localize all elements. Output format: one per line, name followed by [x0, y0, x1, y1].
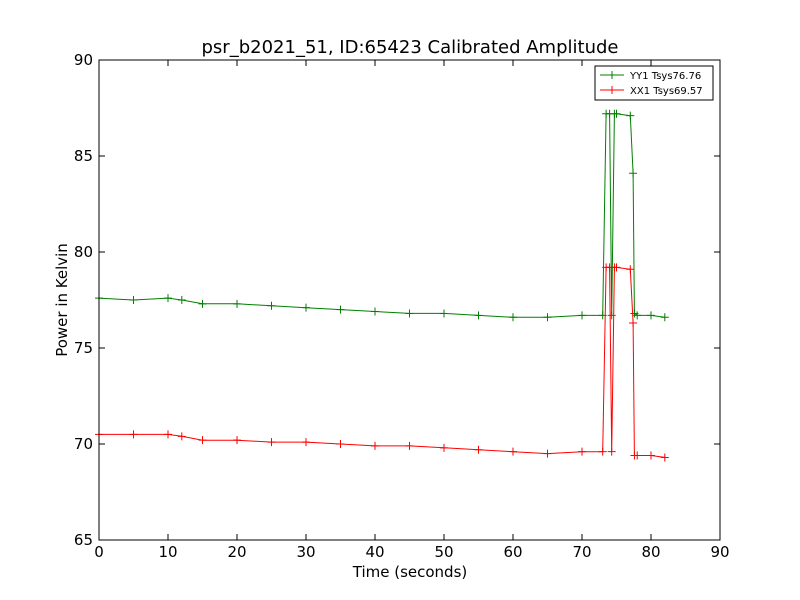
- series-0-point: [629, 169, 638, 178]
- series-1-point: [440, 443, 448, 452]
- plot-frame: [98, 59, 721, 541]
- series-1-point: [302, 438, 310, 447]
- series-0-point: [626, 111, 635, 120]
- series-1-point: [336, 440, 345, 448]
- series-0-point: [509, 313, 517, 322]
- series-1-point: [198, 436, 207, 445]
- series-0-point: [177, 296, 186, 304]
- series-1-point: [405, 441, 414, 450]
- series-0-point: [647, 311, 655, 320]
- y-tick-label: 85: [74, 147, 93, 165]
- y-tick-label: 90: [74, 51, 93, 69]
- series-0-point: [474, 311, 483, 320]
- series-1-point: [607, 447, 616, 456]
- series-1-point: [177, 432, 186, 441]
- series-0-point: [612, 109, 621, 118]
- series-1-point: [633, 451, 642, 460]
- series-0-point: [543, 313, 552, 322]
- series-0-point: [660, 313, 669, 322]
- series-1-point: [267, 438, 276, 447]
- x-tick-label: 60: [503, 543, 522, 561]
- series-0-point: [405, 309, 414, 318]
- series-1-point: [543, 449, 552, 458]
- series-0-point: [198, 299, 207, 308]
- legend: YY1 Tsys76.76 XX1 Tsys69.57: [594, 65, 714, 101]
- series-0-point: [440, 309, 448, 318]
- chart-title: psr_b2021_51, ID:65423 Calibrated Amplit…: [202, 37, 619, 58]
- series-0-point: [633, 311, 642, 320]
- series-0-point: [129, 296, 138, 304]
- x-tick-label: 30: [296, 543, 315, 561]
- legend-box: [594, 65, 714, 101]
- x-tick-label: 20: [227, 543, 246, 561]
- series-1-point: [626, 265, 635, 274]
- legend-marker-1: [608, 86, 616, 94]
- series-0-point: [233, 299, 241, 308]
- x-tick-label: 50: [434, 543, 453, 561]
- series-1-point: [371, 441, 379, 450]
- x-tick-label: 40: [365, 543, 384, 561]
- y-tick-label: 80: [74, 243, 93, 261]
- y-axis-label: Power in Kelvin: [53, 243, 71, 357]
- x-tick-label: 10: [158, 543, 177, 561]
- legend-label-0: YY1 Tsys76.76: [629, 71, 701, 82]
- legend-marker-0: [608, 71, 616, 79]
- y-tick-label: 65: [74, 531, 93, 549]
- x-tick-label: 80: [641, 543, 660, 561]
- series-1-point: [578, 447, 586, 456]
- series-0-point: [302, 303, 310, 312]
- series-0-point: [371, 307, 379, 316]
- y-tick-label: 70: [74, 435, 93, 453]
- x-tick-label: 0: [94, 543, 104, 561]
- series-0-point: [578, 311, 586, 320]
- series-0-point: [607, 311, 616, 320]
- series-1-point: [164, 430, 172, 439]
- series-1-point: [598, 447, 607, 456]
- y-tick-label: 75: [74, 339, 93, 357]
- series-1-point: [509, 447, 517, 456]
- series-1-point: [474, 445, 483, 454]
- series-1-point: [129, 430, 138, 439]
- x-tick-label: 70: [572, 543, 591, 561]
- series-line-1: [99, 266, 665, 458]
- series-1-point: [660, 453, 669, 462]
- series-1-point: [612, 263, 621, 272]
- tick-layer: 0 10 20 30 40 50 60 70 80 90 65 70 75 80 85 90: [74, 51, 730, 561]
- series-line-0: [98, 113, 665, 318]
- x-tick-label: 90: [710, 543, 729, 561]
- series-0-point: [336, 305, 345, 314]
- series-0-point: [267, 301, 276, 310]
- series-0-point: [164, 294, 172, 303]
- legend-label-1: XX1 Tsys69.57: [630, 86, 703, 97]
- series-1-point: [233, 436, 241, 445]
- series-1-point: [629, 319, 638, 328]
- x-axis-label: Time (seconds): [352, 563, 468, 581]
- plot-layer: [95, 109, 669, 462]
- series-1-point: [647, 451, 655, 460]
